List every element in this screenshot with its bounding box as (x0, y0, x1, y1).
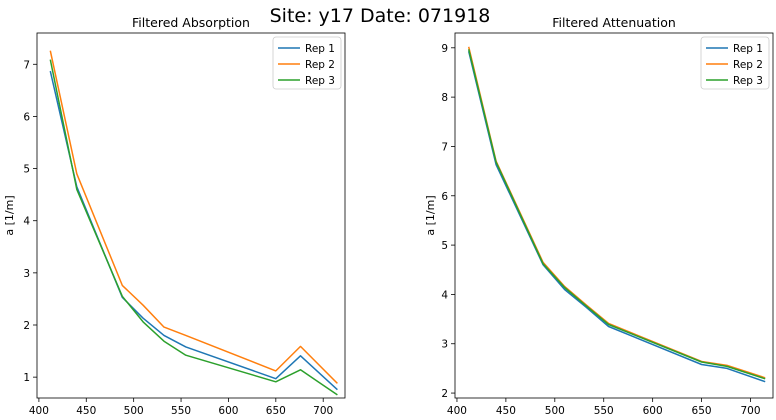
y-tick-label: 7 (23, 59, 30, 71)
legend-label-rep-1: Rep 1 (305, 43, 335, 55)
x-tick-label: 400 (447, 405, 467, 417)
y-tick-label: 4 (23, 216, 30, 228)
y-tick-label: 3 (23, 268, 30, 280)
y-axis-label: a [1/m] (3, 195, 16, 235)
series-line-rep-1 (467, 51, 766, 383)
x-tick-label: 450 (76, 405, 96, 417)
y-tick-label: 6 (23, 111, 30, 123)
y-axis-label: a [1/m] (424, 195, 437, 235)
series-line-rep-3 (49, 59, 338, 396)
legend-box (272, 36, 342, 90)
plot-frame (454, 32, 774, 399)
y-tick-label: 4 (441, 289, 448, 301)
y-tick-label: 8 (441, 92, 448, 104)
series-line-rep-2 (49, 50, 338, 384)
y-tick-label: 5 (441, 240, 448, 252)
x-tick-label: 550 (171, 405, 191, 417)
y-tick-label: 3 (441, 339, 448, 351)
y-tick-label: 5 (23, 164, 30, 176)
x-tick-label: 500 (124, 405, 144, 417)
plot-frame (36, 32, 346, 399)
series-line-rep-1 (49, 70, 338, 391)
chart-title: Filtered Attenuation (552, 15, 676, 30)
y-tick-label: 6 (441, 191, 448, 203)
series-line-rep-3 (467, 49, 766, 380)
x-tick-label: 600 (218, 405, 238, 417)
y-tick-label: 2 (23, 320, 30, 332)
y-tick-label: 1 (23, 372, 30, 384)
x-tick-label: 700 (313, 405, 333, 417)
x-tick-label: 650 (692, 405, 712, 417)
x-tick-label: 400 (29, 405, 49, 417)
x-tick-label: 700 (740, 405, 760, 417)
panel-filtered-attenuation: Filtered Attenuation a [1/m] 400 450 500 550 6… (424, 15, 774, 417)
legend-label-rep-3: Rep 3 (305, 75, 335, 87)
legend-box (700, 36, 770, 90)
x-tick-label: 600 (643, 405, 663, 417)
y-tick-label: 2 (441, 388, 448, 400)
y-tick-label: 9 (441, 43, 448, 55)
x-tick-label: 450 (496, 405, 516, 417)
x-tick-label: 500 (545, 405, 565, 417)
y-tick-label: 7 (441, 141, 448, 153)
chart-title: Filtered Absorption (132, 15, 250, 30)
legend-label-rep-2: Rep 2 (305, 59, 335, 71)
x-tick-label: 550 (594, 405, 614, 417)
legend-label-rep-3: Rep 3 (733, 75, 763, 87)
legend-label-rep-1: Rep 1 (733, 43, 763, 55)
x-tick-label: 650 (266, 405, 286, 417)
legend-label-rep-2: Rep 2 (733, 59, 763, 71)
panel-filtered-absorption: Filtered Absorption a [1/m] 400 450 500 550 60… (3, 15, 346, 417)
figure-suptitle: Site: y17 Date: 071918 (270, 5, 491, 27)
